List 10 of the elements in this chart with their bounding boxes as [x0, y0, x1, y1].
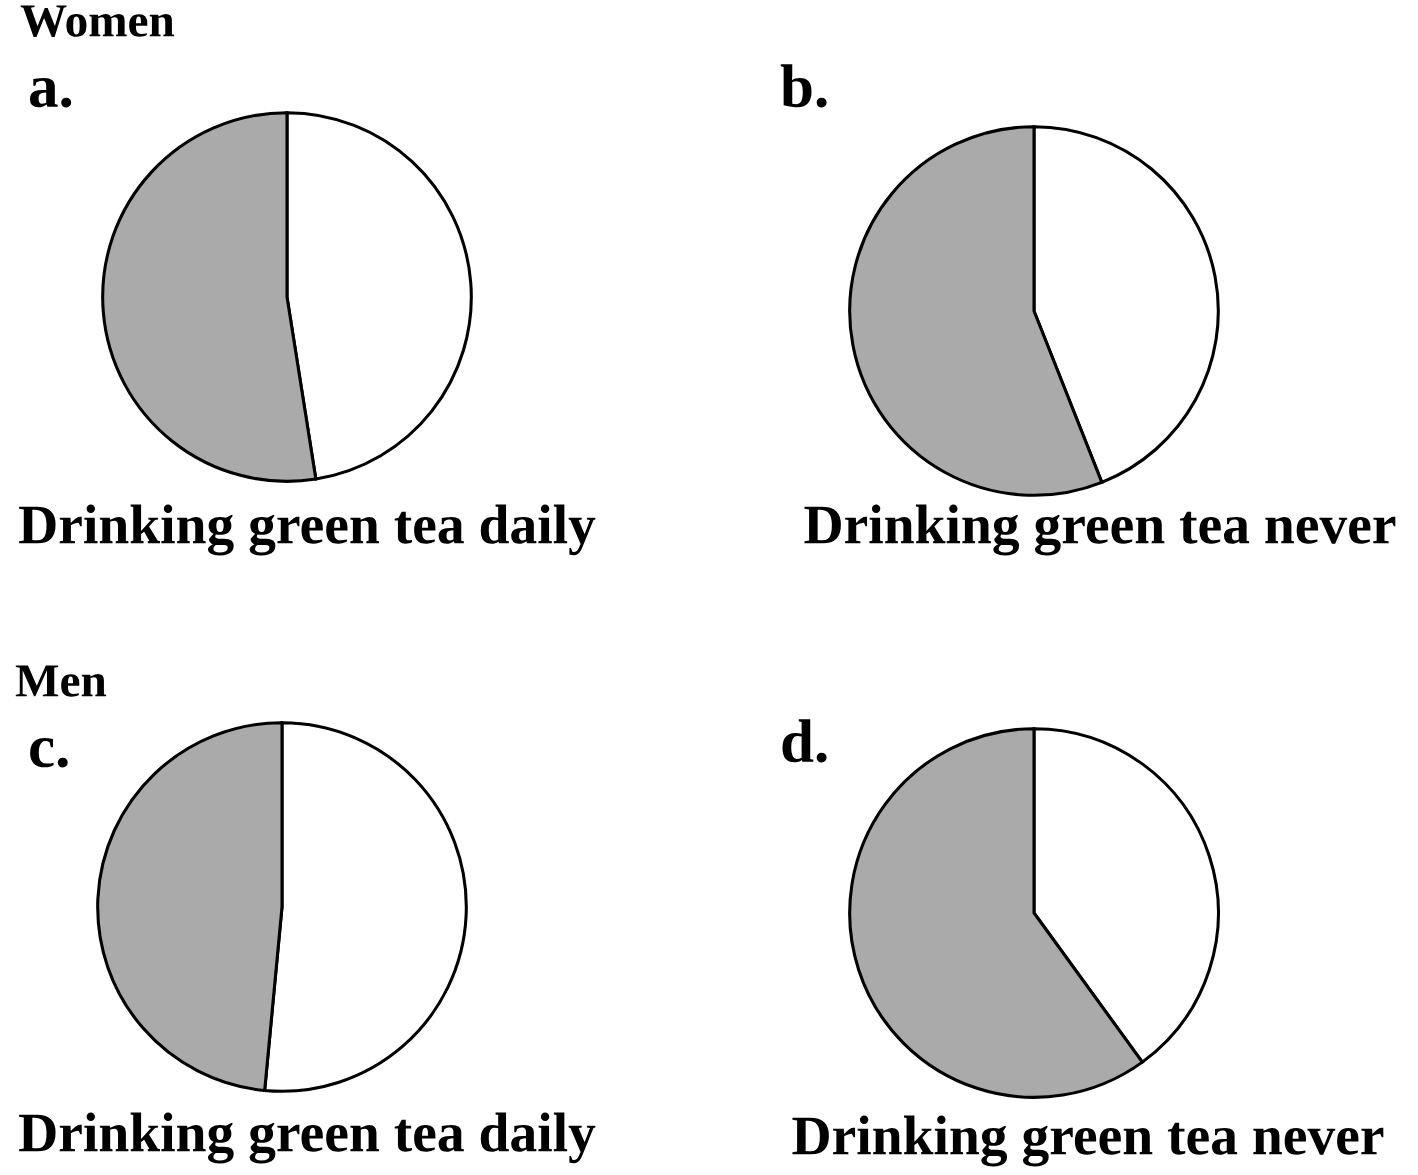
chart-title: b. — [780, 64, 827, 108]
chart-title: c. — [30, 737, 68, 768]
text: Drinking green tea daily — [19, 504, 596, 556]
text: Men — [15, 665, 107, 697]
text: Drinking green tea never — [804, 504, 1396, 556]
chart-title: a. — [29, 78, 72, 108]
text: Drinking green tea never — [792, 1115, 1384, 1167]
chart-title: d. — [782, 719, 827, 763]
text: Drinking green tea daily — [19, 1112, 596, 1164]
text: Women — [20, 5, 175, 38]
